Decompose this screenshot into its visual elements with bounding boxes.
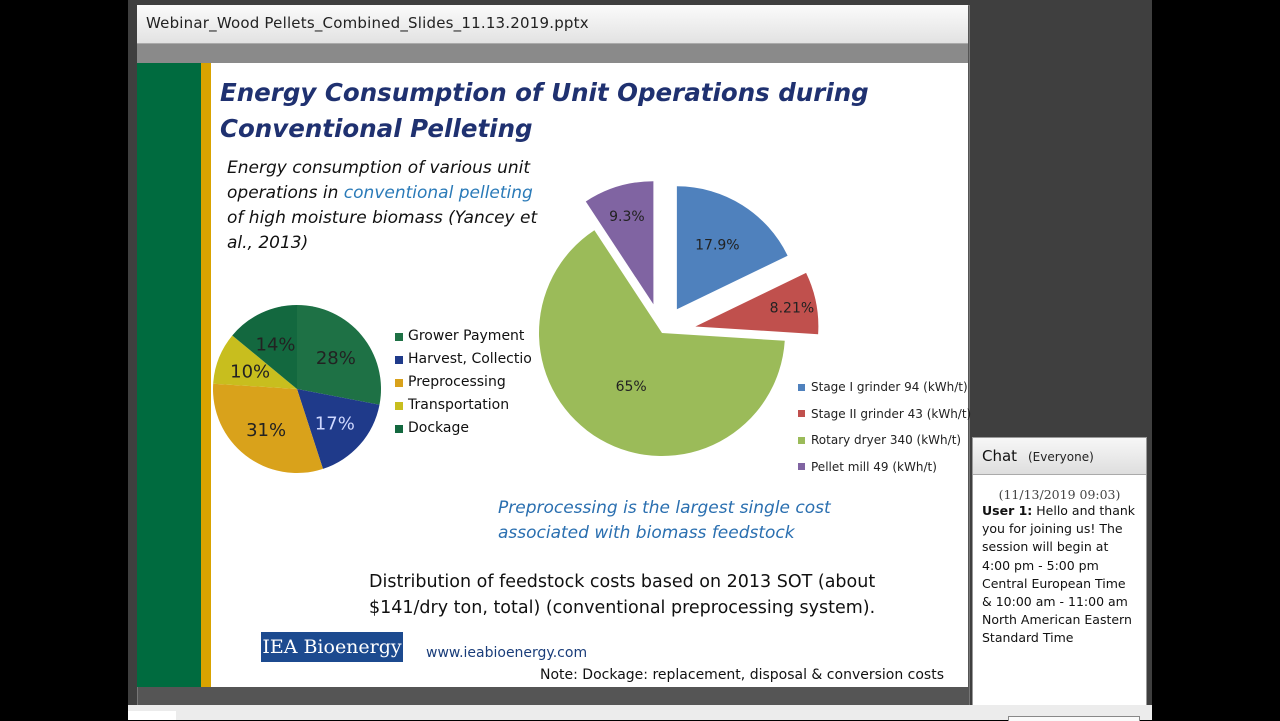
energy-slice-group: 8.21%	[695, 272, 819, 335]
legend-item-harvest-collection: Harvest, Collectio	[395, 348, 535, 371]
cost-slice-preprocessing	[213, 383, 323, 473]
slide-title-line2: Conventional Pelleting	[220, 114, 533, 143]
cost-distribution-pie-chart: 28% 17% 31% 10% 14%	[213, 305, 381, 473]
slide-title: Energy Consumption of Unit Operations du…	[220, 75, 869, 147]
share-pod-toolbar	[137, 44, 968, 63]
legend-swatch	[798, 410, 805, 418]
energy-slice-pellet-mill-49-kwh-t	[585, 181, 654, 305]
energy-slice-label: 17.9%	[695, 238, 739, 254]
energy-slice-stage-i-grinder-94-kwh-t	[676, 186, 788, 310]
intro-text-highlight: conventional pelleting	[343, 183, 533, 203]
slide-title-line1: Energy Consumption of Unit Operations du…	[220, 78, 869, 107]
legend-swatch	[395, 332, 403, 341]
legend-item-transportation: Transportation	[395, 394, 535, 417]
document-title: Webinar_Wood Pellets_Combined_Slides_11.…	[146, 14, 589, 32]
presentation-slide: Energy Consumption of Unit Operations du…	[137, 63, 971, 687]
legend-swatch	[395, 401, 403, 410]
energy-slice-group: 9.3%	[585, 181, 654, 305]
legend-swatch	[395, 355, 403, 364]
cost-slice-label: 28%	[316, 348, 356, 369]
intro-text: Energy consumption of various unit opera…	[227, 156, 547, 256]
chat-message-text: Hello and thank you for joining us! The …	[982, 503, 1136, 646]
website-url: www.ieabioenergy.com	[426, 645, 588, 661]
cost-slice-grower-payment	[297, 305, 381, 405]
slide-green-band	[137, 63, 201, 687]
cost-slice-transportation	[213, 335, 297, 389]
energy-pie-legend: Stage I grinder 94 (kWh/t) Stage II grind…	[798, 374, 971, 480]
energy-slice-label: 65%	[616, 379, 647, 395]
legend-swatch	[798, 383, 805, 391]
legend-label: Stage I grinder 94 (kWh/t)	[811, 380, 968, 394]
cost-slice-label: 14%	[256, 334, 296, 355]
legend-item-stage-i-grinder-94-kwh-t: Stage I grinder 94 (kWh/t)	[798, 374, 971, 401]
energy-slice-rotary-dryer-340-kwh-t	[539, 230, 785, 456]
energy-consumption-pie-chart: 17.9% 8.21% 65% 9.3%	[539, 181, 819, 456]
preprocessing-quote-line2: associated with biomass feedstock	[498, 523, 795, 543]
chat-pod: Chat (Everyone) (11/13/2019 09:03) User …	[972, 437, 1147, 707]
preprocessing-quote: Preprocessing is the largest single cost…	[498, 496, 831, 546]
bottom-right-widget[interactable]	[1008, 716, 1140, 721]
chat-scope[interactable]: (Everyone)	[1028, 450, 1094, 464]
energy-slice-label: 8.21%	[770, 300, 814, 316]
legend-item-stage-ii-grinder-43-kwh-t: Stage II grinder 43 (kWh/t)	[798, 401, 971, 428]
legend-swatch	[798, 463, 805, 471]
legend-item-preprocessing: Preprocessing	[395, 371, 535, 394]
energy-slice-label: 9.3%	[609, 209, 645, 225]
legend-item-grower-payment: Grower Payment	[395, 325, 535, 348]
energy-slice-group: 17.9%	[676, 186, 788, 310]
cost-slice-harvest-collection	[297, 389, 380, 469]
cost-slice-label: 17%	[315, 413, 355, 434]
chat-timestamp: (11/13/2019 09:03)	[998, 487, 1121, 502]
dockage-note: Note: Dockage: replacement, disposal & c…	[540, 667, 945, 683]
chat-messages[interactable]: (11/13/2019 09:03) User 1: Hello and tha…	[973, 482, 1146, 706]
legend-label: Stage II grinder 43 (kWh/t)	[811, 406, 972, 421]
chat-sender: User 1:	[982, 503, 1033, 518]
legend-item-rotary-dryer-340-kwh-t: Rotary dryer 340 (kWh/t)	[798, 427, 971, 454]
energy-slice-group: 65%	[539, 230, 785, 456]
legend-label: Transportation	[408, 397, 510, 413]
legend-label: Harvest, Collectio	[408, 351, 532, 367]
legend-swatch	[395, 378, 403, 387]
chat-message: User 1: Hello and thank you for joining …	[973, 502, 1146, 648]
legend-label: Rotary dryer 340 (kWh/t)	[811, 433, 962, 447]
chat-title: Chat	[982, 447, 1018, 465]
legend-item-dockage: Dockage	[395, 417, 535, 440]
cost-slice-dockage	[232, 305, 297, 389]
distribution-caption: Distribution of feedstock costs based on…	[369, 572, 876, 618]
share-pod-titlebar[interactable]: Webinar_Wood Pellets_Combined_Slides_11.…	[137, 5, 968, 44]
legend-swatch	[395, 424, 403, 433]
intro-text-post: of high moisture biomass (Yancey et al.,…	[227, 208, 538, 253]
cost-pie-legend: Grower Payment Harvest, Collectio Preproce…	[395, 325, 535, 440]
legend-swatch	[798, 436, 805, 444]
cost-slice-label: 10%	[230, 361, 270, 382]
chat-header[interactable]: Chat (Everyone)	[973, 438, 1146, 475]
slide-gold-band	[201, 63, 211, 687]
legend-label: Pellet mill 49 (kWh/t)	[811, 459, 937, 474]
legend-label: Preprocessing	[408, 374, 506, 390]
energy-slice-stage-ii-grinder-43-kwh-t	[695, 272, 819, 335]
bottom-bar	[128, 705, 1152, 721]
bottom-left-widget[interactable]	[128, 711, 176, 720]
legend-item-pellet-mill-49-kwh-t: Pellet mill 49 (kWh/t)	[798, 454, 971, 481]
preprocessing-quote-line1: Preprocessing is the largest single cost	[498, 498, 831, 518]
cost-slice-label: 31%	[246, 420, 286, 441]
legend-label: Grower Payment	[408, 328, 525, 344]
legend-label: Dockage	[408, 420, 469, 436]
iea-bioenergy-logo: IEA Bioenergy	[261, 632, 403, 662]
intro-text-pre: Energy consumption of various unit opera…	[227, 158, 531, 203]
